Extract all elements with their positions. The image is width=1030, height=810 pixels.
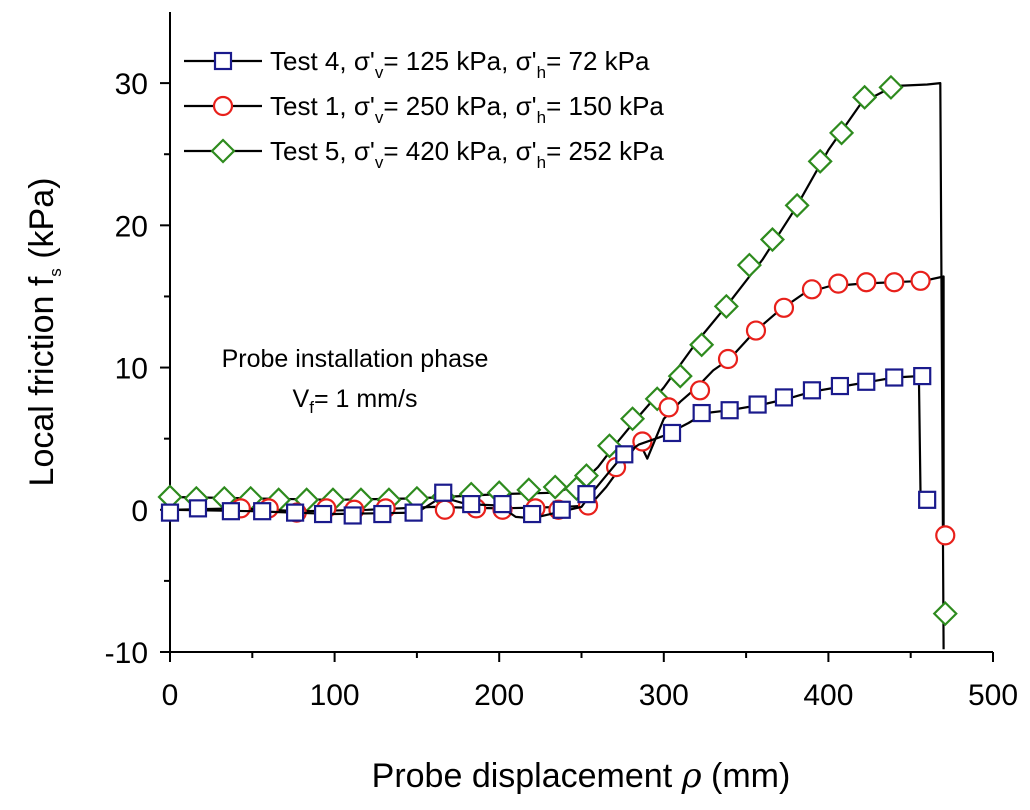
data-point xyxy=(935,525,956,546)
series-layer xyxy=(157,74,958,650)
data-point xyxy=(343,506,362,525)
data-point xyxy=(913,366,932,386)
data-point xyxy=(878,74,904,100)
data-point xyxy=(253,502,272,521)
y-tick-label: -10 xyxy=(105,637,148,670)
data-point xyxy=(542,474,568,500)
legend-entry: Test 1, σ'v= 250 kPa, σ'h= 150 kPa xyxy=(184,91,664,127)
data-point xyxy=(221,502,241,521)
data-point xyxy=(434,483,453,502)
data-point xyxy=(713,293,739,319)
data-point xyxy=(856,272,877,293)
annotation-line2: Vf= 1 mm/s xyxy=(293,385,418,417)
data-point xyxy=(462,494,481,514)
data-point xyxy=(160,503,180,522)
data-point xyxy=(552,500,571,519)
data-point xyxy=(910,270,931,291)
data-point xyxy=(807,148,833,174)
legend-marker xyxy=(210,138,236,164)
data-point xyxy=(689,332,715,358)
data-point xyxy=(717,348,739,370)
data-point xyxy=(404,503,423,522)
x-axis-title: Probe displacement ρ (mm) xyxy=(372,756,791,796)
legend: Test 4, σ'v= 125 kPa, σ'h= 72 kPa Test 1,… xyxy=(184,46,664,172)
data-point xyxy=(745,320,767,341)
data-point xyxy=(285,503,305,522)
data-point xyxy=(736,252,762,278)
x-tick-label: 400 xyxy=(803,679,853,712)
data-point xyxy=(884,272,905,293)
y-tick-label: 10 xyxy=(115,353,148,386)
axis-ticks: 0 100 200 300 400 500 -10 0 10 20 30 xyxy=(105,68,1018,712)
data-point xyxy=(784,192,810,218)
y-tick-label: 30 xyxy=(115,68,148,101)
data-point xyxy=(802,381,822,400)
data-point xyxy=(658,397,679,418)
data-point xyxy=(434,499,455,520)
y-tick-label: 0 xyxy=(131,495,148,528)
legend-marker xyxy=(213,51,233,71)
data-point xyxy=(523,504,542,524)
data-point xyxy=(516,477,542,503)
legend-marker xyxy=(212,95,234,117)
data-point xyxy=(932,601,958,627)
data-point xyxy=(748,395,767,414)
data-point xyxy=(313,504,333,524)
data-point xyxy=(619,406,646,432)
plot-area: 0 100 200 300 400 500 -10 0 10 20 30 xyxy=(105,12,1018,712)
annotation-line1: Probe installation phase xyxy=(222,345,489,373)
data-point xyxy=(662,423,682,443)
data-point xyxy=(720,401,739,420)
data-point xyxy=(857,372,876,391)
legend-label: Test 1, σ'v= 250 kPa, σ'h= 150 kPa xyxy=(270,91,664,127)
y-tick-label: 20 xyxy=(115,210,148,243)
legend-entry: Test 4, σ'v= 125 kPa, σ'h= 72 kPa xyxy=(184,46,650,82)
data-point xyxy=(773,297,795,318)
data-point xyxy=(692,403,711,423)
annotation: Probe installation phase Vf= 1 mm/s xyxy=(222,345,489,417)
data-point xyxy=(774,388,794,407)
data-point xyxy=(918,490,937,509)
x-tick-label: 100 xyxy=(310,679,360,712)
data-point xyxy=(885,368,904,387)
data-point xyxy=(577,485,596,504)
legend-label: Test 4, σ'v= 125 kPa, σ'h= 72 kPa xyxy=(270,46,650,82)
x-tick-label: 0 xyxy=(162,679,179,712)
data-point xyxy=(493,494,512,514)
y-axis-title: Local friction fs (kPa) xyxy=(23,178,65,487)
series-test-4 xyxy=(160,366,937,525)
data-point xyxy=(188,499,208,518)
data-point xyxy=(829,120,855,146)
legend-entry: Test 5, σ'v= 420 kPa, σ'h= 252 kPa xyxy=(184,136,664,172)
data-point xyxy=(667,363,693,389)
data-point xyxy=(615,445,634,464)
x-tick-label: 500 xyxy=(968,679,1018,712)
x-tick-label: 300 xyxy=(639,679,689,712)
data-point xyxy=(373,504,392,524)
legend-label: Test 5, σ'v= 420 kPa, σ'h= 252 kPa xyxy=(270,136,664,172)
data-point xyxy=(801,279,823,300)
data-point xyxy=(830,376,850,396)
data-point xyxy=(828,273,849,294)
data-point xyxy=(596,433,623,459)
x-tick-label: 200 xyxy=(474,679,524,712)
data-point xyxy=(852,84,878,110)
data-point xyxy=(759,226,785,253)
data-point xyxy=(689,380,711,401)
